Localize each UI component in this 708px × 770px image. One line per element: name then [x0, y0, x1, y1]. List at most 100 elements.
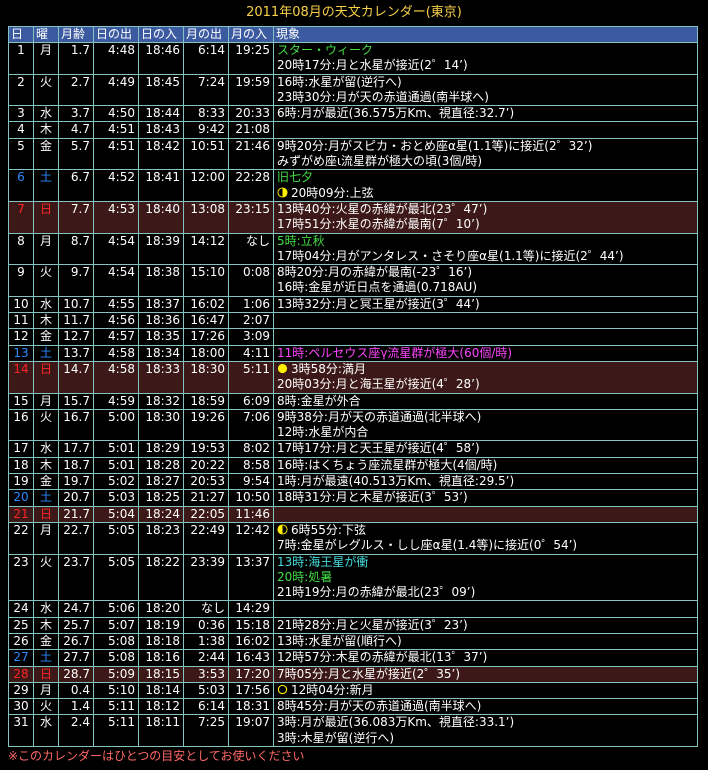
- sunrise-cell: 5:05: [93, 553, 139, 602]
- moon-age-cell: 19.7: [58, 473, 94, 491]
- sunrise-cell: 5:00: [93, 408, 139, 442]
- weekday-cell: 木: [33, 456, 59, 475]
- sunset-cell: 18:42: [138, 137, 184, 171]
- moonset-cell: 18:31: [228, 698, 274, 716]
- weekday-cell: 木: [33, 121, 59, 139]
- moon-last-quarter-icon: [277, 524, 288, 535]
- moonset-cell: 5:11: [228, 360, 274, 394]
- weekday-cell: 火: [33, 264, 59, 297]
- phenomena-cell: 6時:月が最近(36.575万Km、視直径:32.7’): [273, 105, 698, 123]
- event-item: 16時:はくちょう座流星群が極大(4個/時): [277, 458, 694, 472]
- sunset-cell: 18:27: [138, 473, 184, 491]
- moonrise-cell: 2:44: [183, 649, 229, 667]
- event-item: 17時04分:月がアンタレス・さそり座α星(1.1等)に接近(2゜44’): [277, 249, 694, 264]
- event-item: 旧七夕: [277, 171, 694, 186]
- day-cell: 5: [8, 137, 34, 171]
- moon-age-cell: 23.7: [58, 553, 94, 602]
- table-row: 17 水 17.7 5:01 18:29 19:53 8:02 17時17分:月と天王星が接近…: [8, 440, 698, 458]
- moon-age-cell: 1.4: [58, 698, 94, 716]
- weekday-cell: 土: [33, 344, 59, 362]
- sunrise-cell: 5:08: [93, 632, 139, 651]
- event-item: 20時03分:月と海王星が接近(4゜28’): [277, 377, 694, 392]
- moon-age-cell: 21.7: [58, 505, 94, 523]
- table-row: 20 土 20.7 5:03 18:25 21:27 10:50 18時31分:月と木星が接近…: [8, 489, 698, 507]
- event-item: 8時20分:月の赤緯が最南(-23゜16’): [277, 266, 694, 281]
- table-row: 23 火 23.7 5:05 18:22 23:39 13:37 13時:海王星が衝 20時:処…: [8, 553, 698, 602]
- sunset-cell: 18:29: [138, 440, 184, 458]
- day-cell: 6: [8, 169, 34, 202]
- sunrise-cell: 4:54: [93, 232, 139, 266]
- phenomena-cell: 6時55分:下弦 7時:金星がレグルス・しし座α星(1.4等)に接近(0゜54’): [273, 521, 698, 555]
- event-item: 13時40分:火星の赤緯が最北(23゜47’): [277, 202, 694, 217]
- moonrise-cell: 9:42: [183, 121, 229, 139]
- event-text: 11時:ペルセウス座γ流星群が極大(60個/時): [277, 345, 513, 360]
- weekday-cell: 月: [33, 392, 59, 410]
- day-cell: 20: [8, 489, 34, 507]
- header-weekday: 曜: [33, 26, 59, 43]
- event-text: スター・ウィーク: [277, 43, 374, 57]
- moonset-cell: 6:09: [228, 392, 274, 410]
- moonset-cell: 12:42: [228, 521, 274, 555]
- phenomena-cell: 旧七夕 20時09分:上弦: [273, 169, 698, 202]
- moonrise-cell: 19:53: [183, 440, 229, 458]
- header-sunrise: 日の出: [93, 26, 139, 43]
- event-item: 17時51分:水星の赤緯が最南(7゜10’): [277, 217, 694, 232]
- sunrise-cell: 4:59: [93, 392, 139, 410]
- event-text: 13時32分:月と冥王星が接近(3゜44’): [277, 296, 480, 311]
- day-cell: 23: [8, 553, 34, 602]
- moon-age-cell: 24.7: [58, 600, 94, 618]
- weekday-cell: 月: [33, 521, 59, 555]
- event-item: 21時28分:月と火星が接近(3゜23’): [277, 618, 694, 632]
- moon-age-cell: 11.7: [58, 312, 94, 330]
- moonrise-cell: 8:33: [183, 105, 229, 123]
- sunset-cell: 18:24: [138, 505, 184, 523]
- header-phenomena: 現象: [273, 26, 698, 43]
- moon-age-cell: 18.7: [58, 456, 94, 475]
- event-item: 18時31分:月と木星が接近(3゜53’): [277, 491, 694, 505]
- event-text: 12時57分:木星の赤緯が最北(13゜37’): [277, 650, 488, 665]
- moonrise-cell: 5:03: [183, 681, 229, 700]
- moonset-cell: 21:46: [228, 137, 274, 171]
- phenomena-cell: 13時40分:火星の赤緯が最北(23゜47’) 17時51分:水星の赤緯が最南(7…: [273, 200, 698, 234]
- day-cell: 22: [8, 521, 34, 555]
- event-item: 3時:木星が留(逆行へ): [277, 731, 694, 746]
- event-text: 21時19分:月の赤緯が最北(23゜09’): [277, 585, 476, 600]
- sunset-cell: 18:23: [138, 521, 184, 555]
- phenomena-cell: 13時:海王星が衝 20時:処暑 21時19分:月の赤緯が最北(23゜09’): [273, 553, 698, 602]
- sunset-cell: 18:22: [138, 553, 184, 602]
- table-row: 18 木 18.7 5:01 18:28 20:22 8:58 16時:はくちょう座流星群が極…: [8, 456, 698, 475]
- moonrise-cell: 0:36: [183, 616, 229, 634]
- page-title: 2011年08月の天文カレンダー(東京): [246, 5, 462, 20]
- moon-age-cell: 7.7: [58, 200, 94, 234]
- event-text: 16時:金星が近日点を通過(0.718AU): [277, 280, 478, 295]
- event-text: 12時:水星が内合: [277, 425, 369, 440]
- sunset-cell: 18:34: [138, 344, 184, 362]
- day-cell: 16: [8, 408, 34, 442]
- sunrise-cell: 4:56: [93, 312, 139, 330]
- event-text: 7時:金星がレグルス・しし座α星(1.4等)に接近(0゜54’): [277, 538, 578, 553]
- moon-age-cell: 0.4: [58, 681, 94, 700]
- day-cell: 21: [8, 505, 34, 523]
- weekday-cell: 日: [33, 665, 59, 683]
- event-item: 23時30分:月が天の赤道通過(南半球へ): [277, 90, 694, 105]
- weekday-cell: 木: [33, 616, 59, 634]
- table-row: 22 月 22.7 5:05 18:23 22:49 12:42 6時55分:下弦 7時:金星が…: [8, 521, 698, 555]
- table-row: 29 月 0.4 5:10 18:14 5:03 17:56 12時04分:新月: [8, 681, 698, 700]
- event-text: 5時:立秋: [277, 233, 325, 248]
- moonrise-cell: 6:14: [183, 42, 229, 75]
- sunset-cell: 18:18: [138, 632, 184, 651]
- moon-age-cell: 14.7: [58, 360, 94, 394]
- event-item: 12時:水星が内合: [277, 425, 694, 440]
- weekday-cell: 金: [33, 632, 59, 651]
- event-text: 1時:月が最遠(40.513万Km、視直径:29.5’): [277, 474, 515, 489]
- moon-age-cell: 22.7: [58, 521, 94, 555]
- table-row: 16 火 16.7 5:00 18:30 19:26 7:06 9時38分:月が天の赤道通過(…: [8, 408, 698, 442]
- event-text: 13時:水星が留(順行へ): [277, 633, 402, 648]
- table-row: 19 金 19.7 5:02 18:27 20:53 9:54 1時:月が最遠(40.513万…: [8, 473, 698, 491]
- event-item: 20時:処暑: [277, 570, 694, 585]
- table-row: 4 木 4.7 4:51 18:43 9:42 21:08: [8, 121, 698, 139]
- sunset-cell: 18:39: [138, 232, 184, 266]
- moonset-cell: 16:43: [228, 649, 274, 667]
- moonrise-cell: 18:00: [183, 344, 229, 362]
- event-item: 20時17分:月と水星が接近(2゜14’): [277, 58, 694, 73]
